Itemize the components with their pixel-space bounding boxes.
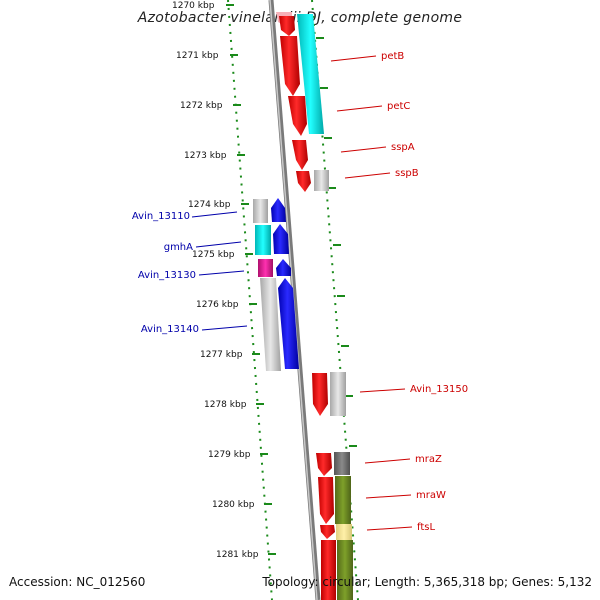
left-label-texts: Avin_13110 gmhA Avin_13130 Avin_13140 [132, 211, 199, 335]
gene-Avin_13140[interactable] [278, 278, 299, 369]
gene-lower-red[interactable] [321, 540, 336, 600]
leader-sspB [344, 172, 391, 179]
feature-darkgrey-mraZ[interactable] [334, 452, 350, 475]
right-label-texts: petB petC sspA sspB Avin_13150 mraZ mraW… [381, 51, 468, 533]
left-gene-labels [191, 211, 248, 331]
tick-label: 1273 kbp [184, 151, 227, 161]
reverse-genes [271, 198, 299, 369]
leader-Avin_13140 [201, 325, 248, 331]
label-mraZ[interactable]: mraZ [415, 454, 442, 465]
accession-text: Accession: NC_012560 [9, 575, 146, 589]
leader-Avin_13110 [191, 211, 238, 218]
gene-petB[interactable] [280, 36, 300, 96]
gene-Avin_13130[interactable] [276, 259, 291, 276]
tick-label: 1271 kbp [176, 51, 219, 61]
feature-grey-sspB[interactable] [314, 170, 329, 191]
gene-gmhA[interactable] [273, 224, 289, 254]
gene-petC[interactable] [288, 96, 307, 136]
right-feature-column [297, 14, 353, 600]
left-feature-column [253, 199, 281, 371]
tick-label: 1270 kbp [172, 1, 215, 11]
feature-olive-lower[interactable] [337, 540, 353, 600]
label-Avin_13140[interactable]: Avin_13140 [141, 324, 199, 335]
leader-ftsL [366, 526, 413, 531]
forward-genes [279, 16, 336, 600]
gene-Avin_13110[interactable] [271, 198, 286, 222]
feature-grey-13150[interactable] [330, 372, 346, 416]
gene-upper-red[interactable] [279, 16, 295, 36]
tick-label: 1275 kbp [192, 250, 235, 260]
label-sspA[interactable]: sspA [391, 142, 415, 153]
gene-sspB[interactable] [296, 171, 311, 192]
label-Avin_13150[interactable]: Avin_13150 [410, 384, 468, 395]
label-Avin_13130[interactable]: Avin_13130 [138, 270, 196, 281]
feature-grey-13110[interactable] [253, 199, 268, 223]
label-petC[interactable]: petC [387, 101, 410, 112]
tick-label: 1276 kbp [196, 300, 239, 310]
leader-Avin_13150 [359, 388, 406, 393]
label-mraW[interactable]: mraW [416, 490, 446, 501]
feature-magenta-13130[interactable] [258, 259, 273, 277]
leader-petB [330, 55, 377, 62]
leader-gmhA [195, 241, 242, 248]
feature-cyan-gmhA[interactable] [255, 225, 271, 255]
tick-label: 1279 kbp [208, 450, 251, 460]
feature-olive-mraW[interactable] [335, 476, 351, 524]
tick-label: 1272 kbp [180, 101, 223, 111]
label-ftsL[interactable]: ftsL [417, 522, 435, 533]
leader-Avin_13130 [198, 270, 245, 276]
label-petB[interactable]: petB [381, 51, 404, 62]
right-gene-labels [330, 55, 413, 531]
tick-label: 1274 kbp [188, 200, 231, 210]
leader-mraZ [364, 458, 411, 464]
tick-label: 1280 kbp [212, 500, 255, 510]
label-gmhA[interactable]: gmhA [164, 242, 193, 253]
label-sspB[interactable]: sspB [395, 168, 419, 179]
label-Avin_13110[interactable]: Avin_13110 [132, 211, 190, 222]
tick-label: 1278 kbp [204, 400, 247, 410]
gene-mraZ[interactable] [316, 453, 332, 476]
leader-sspA [340, 146, 387, 153]
tick-label: 1281 kbp [216, 550, 259, 560]
leader-mraW [365, 494, 412, 499]
feature-yellow-ftsL[interactable] [336, 524, 352, 540]
tick-labels: 1270 kbp 1271 kbp 1272 kbp 1273 kbp 1274… [172, 1, 259, 560]
feature-cyan[interactable] [297, 14, 324, 134]
leader-petC [336, 105, 383, 112]
genome-backbone [268, 0, 321, 600]
gene-ftsL[interactable] [320, 525, 335, 539]
tick-label: 1277 kbp [200, 350, 243, 360]
gene-Avin_13150[interactable] [312, 373, 328, 416]
feature-grey-13140[interactable] [260, 278, 281, 371]
topology-text: Topology: circular; Length: 5,365,318 bp… [262, 575, 592, 589]
gene-sspA[interactable] [292, 140, 308, 170]
gene-mraW[interactable] [318, 477, 334, 524]
tick-marks [226, 4, 357, 555]
